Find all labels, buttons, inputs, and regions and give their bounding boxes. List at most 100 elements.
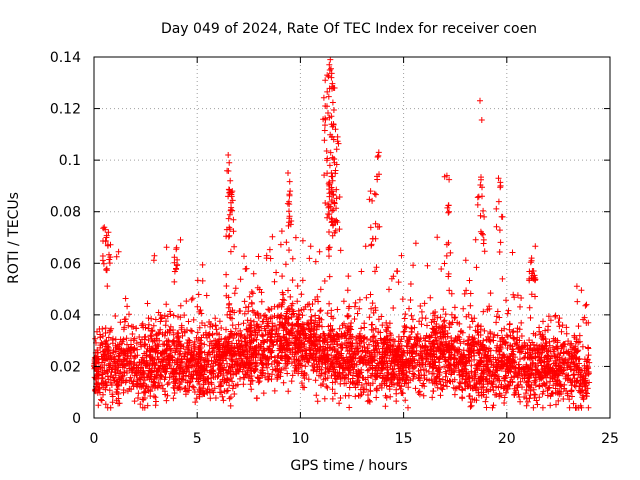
data-point bbox=[564, 390, 571, 397]
data-point bbox=[468, 402, 475, 409]
data-point bbox=[150, 257, 157, 264]
data-point bbox=[229, 322, 236, 329]
data-point bbox=[378, 366, 385, 373]
data-point bbox=[125, 322, 132, 329]
data-point bbox=[320, 94, 327, 101]
data-point bbox=[469, 318, 476, 325]
data-point bbox=[94, 328, 100, 335]
data-point bbox=[99, 374, 106, 381]
data-point bbox=[255, 375, 262, 382]
data-point bbox=[402, 311, 409, 318]
data-point bbox=[563, 324, 570, 331]
data-point bbox=[373, 394, 380, 401]
data-point bbox=[583, 301, 590, 308]
data-point bbox=[325, 110, 331, 116]
data-point bbox=[582, 389, 589, 396]
data-point bbox=[407, 281, 414, 287]
data-point bbox=[236, 308, 243, 314]
data-point bbox=[190, 384, 197, 391]
data-point bbox=[517, 398, 524, 405]
data-point bbox=[536, 324, 543, 331]
data-point bbox=[248, 289, 255, 295]
data-point bbox=[568, 388, 575, 394]
data-point bbox=[280, 379, 287, 386]
data-point bbox=[285, 287, 291, 294]
data-point bbox=[552, 337, 559, 343]
data-point bbox=[540, 318, 546, 325]
data-point bbox=[147, 332, 154, 339]
data-point bbox=[245, 303, 252, 310]
data-point bbox=[112, 313, 119, 319]
data-point bbox=[152, 394, 159, 401]
data-point bbox=[556, 323, 563, 330]
data-point bbox=[325, 323, 332, 330]
data-point bbox=[504, 310, 511, 317]
y-tick-label: 0.12 bbox=[50, 102, 81, 118]
data-point bbox=[220, 397, 227, 404]
data-point bbox=[242, 371, 249, 377]
y-tick-label: 0.08 bbox=[50, 205, 81, 221]
data-point bbox=[274, 303, 281, 310]
data-point bbox=[92, 335, 99, 342]
data-point bbox=[242, 304, 249, 311]
data-point bbox=[284, 370, 291, 377]
data-point bbox=[273, 269, 280, 276]
data-point bbox=[229, 378, 236, 385]
data-point bbox=[430, 388, 437, 395]
data-point bbox=[219, 393, 226, 400]
data-point bbox=[372, 191, 379, 198]
data-point bbox=[326, 253, 332, 260]
data-point bbox=[157, 318, 164, 325]
data-point bbox=[583, 393, 590, 400]
data-point bbox=[579, 394, 586, 401]
data-point bbox=[108, 325, 115, 332]
data-point bbox=[566, 404, 573, 411]
data-point bbox=[142, 389, 149, 396]
data-point bbox=[457, 340, 464, 347]
data-point bbox=[475, 389, 482, 396]
data-point bbox=[247, 331, 254, 338]
data-point bbox=[225, 215, 232, 222]
data-point bbox=[316, 248, 323, 255]
data-point bbox=[425, 368, 432, 375]
data-point bbox=[469, 385, 476, 392]
chart-title: Day 049 of 2024, Rate Of TEC Index for r… bbox=[161, 21, 537, 37]
data-point bbox=[227, 394, 234, 401]
data-point bbox=[124, 303, 131, 310]
data-point bbox=[536, 382, 543, 389]
data-point bbox=[133, 340, 140, 347]
data-point bbox=[225, 168, 232, 174]
data-point bbox=[231, 391, 238, 397]
data-point bbox=[223, 233, 230, 240]
data-point bbox=[512, 340, 519, 347]
data-point bbox=[520, 355, 527, 362]
data-point bbox=[352, 393, 359, 400]
data-point bbox=[201, 341, 208, 348]
data-point bbox=[230, 382, 237, 389]
data-point bbox=[286, 335, 293, 342]
data-point bbox=[292, 234, 299, 241]
data-point bbox=[332, 353, 339, 360]
data-point bbox=[410, 262, 417, 269]
data-point bbox=[184, 327, 190, 333]
data-point bbox=[218, 325, 225, 331]
data-point bbox=[286, 208, 292, 215]
data-point bbox=[467, 403, 474, 410]
data-point bbox=[574, 298, 581, 305]
data-point bbox=[170, 312, 177, 319]
data-point bbox=[388, 357, 395, 364]
data-point bbox=[259, 318, 266, 325]
data-point bbox=[324, 310, 331, 317]
data-point bbox=[367, 224, 374, 231]
data-point bbox=[172, 349, 178, 356]
data-point bbox=[189, 328, 195, 335]
data-point bbox=[493, 223, 500, 230]
data-point bbox=[532, 293, 538, 300]
data-point bbox=[301, 384, 308, 391]
data-point bbox=[349, 333, 356, 340]
data-point bbox=[186, 383, 193, 390]
data-point bbox=[131, 398, 138, 405]
data-point bbox=[295, 370, 302, 377]
data-point bbox=[215, 372, 222, 379]
data-point bbox=[366, 314, 373, 321]
